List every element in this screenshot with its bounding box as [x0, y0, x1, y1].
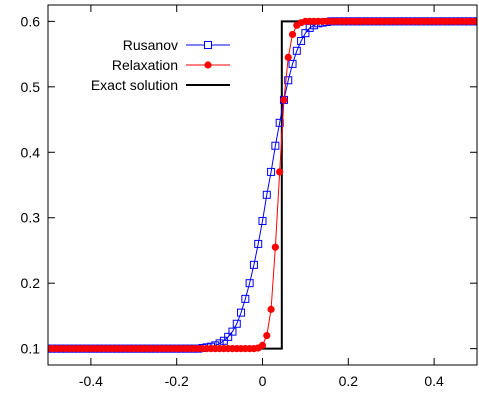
y-tick-label: 0.5: [21, 79, 41, 95]
data-point: [267, 167, 276, 176]
x-tick-label: -0.4: [79, 373, 103, 389]
axes: -0.4 -0.2 0 0.2 0.4 0.1 0.2 0.3 0.4 0.5 0.6: [21, 5, 477, 389]
data-point: [249, 260, 258, 269]
data-point: [241, 294, 250, 303]
data-point: [263, 331, 271, 340]
data-point: [276, 168, 284, 176]
data-point: [254, 239, 263, 248]
data-point: [258, 217, 267, 225]
legend-marker: [204, 41, 212, 49]
data-point: [288, 59, 297, 68]
data-point: [262, 190, 271, 199]
y-tick-label: 0.2: [21, 275, 41, 291]
data-point: [271, 141, 280, 150]
y-tick-label: 0.6: [21, 13, 41, 29]
series-rusanov: [48, 17, 477, 353]
plot-frame: [47, 4, 478, 366]
x-tick-label: 0: [259, 373, 267, 389]
x-tick-label: 0.4: [424, 373, 444, 389]
data-point: [301, 29, 310, 38]
legend-label: Relaxation: [112, 57, 178, 73]
x-tick-label: 0.2: [339, 373, 359, 389]
legend-item: Exact solution: [91, 77, 230, 93]
data-point: [473, 17, 477, 25]
legend: Rusanov Relaxation Exact solution: [91, 37, 230, 93]
data-point: [275, 118, 284, 127]
data-point: [288, 30, 297, 39]
x-tick-label: -0.2: [165, 373, 189, 389]
data-point: [228, 327, 237, 336]
data-point: [284, 76, 293, 85]
y-tick-label: 0.1: [21, 341, 41, 357]
data-point: [284, 53, 292, 61]
data-point: [267, 305, 275, 313]
data-point: [232, 319, 241, 328]
legend-label: Rusanov: [123, 37, 178, 53]
data-point: [292, 46, 301, 55]
data-point: [245, 279, 254, 288]
data-point: [271, 243, 279, 251]
series-area: [48, 17, 477, 353]
legend-marker: [204, 61, 212, 69]
y-tick-label: 0.3: [21, 210, 41, 226]
y-tick-label: 0.4: [21, 144, 41, 160]
series-relaxation: [48, 17, 477, 353]
data-point: [237, 308, 246, 317]
data-point: [297, 37, 306, 45]
legend-item: Relaxation: [112, 57, 230, 73]
data-point: [258, 341, 267, 349]
data-point: [280, 96, 288, 104]
legend-item: Rusanov: [123, 37, 230, 53]
data-point: [224, 332, 233, 341]
legend-label: Exact solution: [91, 77, 178, 93]
